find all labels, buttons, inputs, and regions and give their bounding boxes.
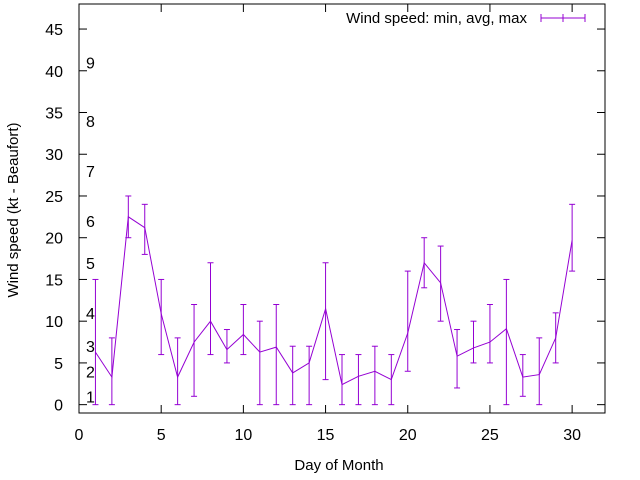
beaufort-label: 7: [86, 164, 95, 181]
y-tick-label: 30: [45, 147, 63, 164]
y-tick-label: 25: [45, 189, 63, 206]
beaufort-label: 1: [86, 389, 95, 406]
legend: Wind speed: min, avg, max: [346, 10, 586, 27]
plot-border: [78, 3, 606, 414]
x-tick-label: 20: [399, 427, 417, 444]
y-tick-label: 5: [54, 356, 63, 373]
beaufort-label: 8: [86, 114, 95, 131]
y-tick-label: 45: [45, 22, 63, 39]
beaufort-label: 4: [86, 306, 95, 323]
x-tick-label: 10: [234, 427, 252, 444]
y-tick-label: 35: [45, 106, 63, 123]
y-axis-title: Wind speed (kt - Beaufort): [5, 122, 22, 297]
x-tick-label: 25: [481, 427, 499, 444]
x-tick-label: 30: [563, 427, 581, 444]
beaufort-annotations: 1 2 3 4 5 6 7 8 9: [86, 55, 95, 406]
y-tick-label: 40: [45, 64, 63, 81]
legend-label: Wind speed: min, avg, max: [346, 10, 527, 27]
beaufort-label: 3: [86, 339, 95, 356]
beaufort-label: 2: [86, 364, 95, 381]
avg-line: [94, 215, 573, 386]
y-tick-label: 10: [45, 314, 63, 331]
x-axis-title: Day of Month: [294, 457, 383, 474]
y-tick-label: 15: [45, 272, 63, 289]
x-tick-label: 5: [157, 427, 166, 444]
series-layer: [92, 195, 576, 406]
beaufort-label: 5: [86, 256, 95, 273]
y-tick-label: 0: [54, 398, 63, 415]
beaufort-label: 6: [86, 214, 95, 231]
y-tick-label: 20: [45, 231, 63, 248]
x-tick-label: 15: [317, 427, 335, 444]
beaufort-label: 9: [86, 55, 95, 72]
x-tick-label: 0: [75, 427, 84, 444]
